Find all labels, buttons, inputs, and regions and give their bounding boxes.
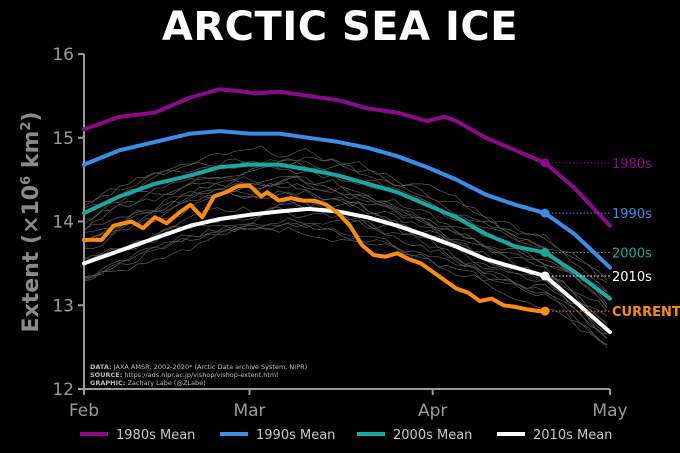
year-line (83, 175, 608, 309)
y-tick-label: 12 (52, 380, 74, 400)
x-tick-label: Apr (418, 401, 447, 421)
series-layer (82, 87, 612, 335)
x-tick-label: May (592, 401, 627, 421)
chart-title: ARCTIC SEA ICE (162, 4, 518, 50)
series-line (82, 129, 612, 270)
year-line (83, 182, 608, 312)
series-end-marker (540, 271, 550, 281)
legend-label: 1980s Mean (116, 428, 195, 443)
series-end-marker (540, 247, 550, 257)
series-line (82, 162, 612, 301)
year-line (83, 206, 608, 335)
year-line (83, 161, 608, 299)
series-end-marker (540, 208, 550, 218)
legend-label: 2000s Mean (393, 428, 472, 443)
series-end-marker (540, 158, 550, 168)
series-end-marker (540, 306, 550, 316)
series-end-label: 2010s (612, 270, 652, 285)
year-line (83, 176, 608, 305)
x-tick-label: Feb (69, 401, 99, 421)
year-line (83, 145, 608, 281)
legend: 1980s Mean 1990s Mean 2000s Mean 2010s Mean (80, 428, 612, 443)
credits: DATA: JAXA AMSR, 2002-2020* (Arctic Data… (90, 363, 307, 387)
year-line (83, 224, 608, 349)
series-line (82, 183, 547, 314)
axes: 12 13 14 15 16 Feb Mar Apr May (52, 45, 627, 421)
y-tick-label: 14 (52, 213, 74, 233)
year-line (83, 159, 608, 283)
series-end-label: CURRENT (612, 305, 680, 320)
credit-data: DATA: JAXA AMSR, 2002-2020* (Arctic Data… (90, 363, 307, 371)
y-tick-label: 16 (52, 45, 74, 65)
x-tick-label: Mar (233, 401, 265, 421)
year-line (83, 156, 608, 292)
y-axis-label: Extent (×106 km2) (19, 112, 44, 333)
series-line (82, 206, 612, 335)
credit-graphic: GRAPHIC: Zachary Labe (@ZLabe) (90, 379, 206, 387)
credit-source: SOURCE: https://ads.nipr.ac.jp/vishop/vi… (90, 371, 278, 379)
year-line (83, 222, 608, 345)
legend-label: 2010s Mean (533, 428, 612, 443)
y-tick-label: 15 (52, 129, 74, 149)
year-line (83, 223, 608, 346)
series-end-label: 2000s (612, 246, 652, 261)
series-end-label: 1980s (612, 157, 652, 172)
end-markers: 1980s 1990s 2000s 2010s CURRENT (540, 157, 680, 320)
series-line (82, 87, 612, 228)
y-tick-label: 13 (52, 296, 74, 316)
series-end-label: 1990s (612, 207, 652, 222)
legend-label: 1990s Mean (256, 428, 335, 443)
